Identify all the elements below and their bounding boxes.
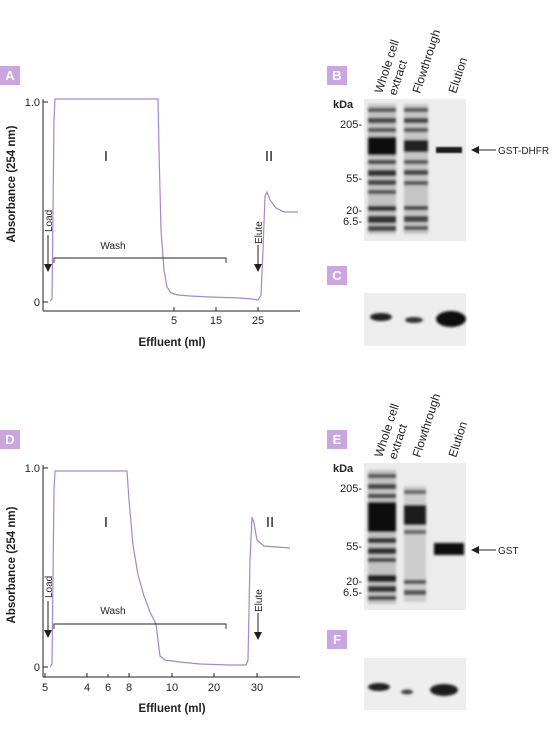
gel-top-kda-title: kDa xyxy=(333,99,354,111)
panel-d-xtick-label-e: 10 xyxy=(166,682,178,694)
panel-d-xtick-label-a: 5 xyxy=(42,682,48,694)
gel-top-lane1-bands xyxy=(368,104,396,234)
panel-d-elute-label: Elute xyxy=(254,589,265,612)
panel-d-ytick-label-1: 1.0 xyxy=(25,463,40,475)
panel-a-load-label: Load xyxy=(44,210,55,232)
panel-a-region-1: I xyxy=(104,148,108,165)
panel-c-label: C xyxy=(332,268,342,283)
panel-d: D Absorbance (254 nm) Effluent (ml) 1.0 … xyxy=(0,430,300,715)
panel-d-badge xyxy=(0,430,20,449)
gel-bottom-marker-205: 205- xyxy=(340,483,362,495)
gel-bottom-marker-6-5: 6.5- xyxy=(343,587,362,599)
gel-top-marker-6-5: 6.5- xyxy=(343,216,362,228)
panel-a-badge xyxy=(0,66,20,85)
panel-a-xlabel: Effluent (ml) xyxy=(138,337,205,349)
gel-top-lane2: Flowthrough xyxy=(410,28,444,95)
panel-d-xlabel: Effluent (ml) xyxy=(138,703,205,715)
panel-f-badge xyxy=(327,630,347,649)
gel-bottom-lane3: Elution xyxy=(446,420,471,459)
panel-a-xtick-label-25: 25 xyxy=(252,315,264,327)
gel-top-lane3-band xyxy=(436,147,462,153)
panel-a: A Absorbance (254 nm) Effluent (ml) 1.0 … xyxy=(0,66,300,349)
panel-f-label: F xyxy=(333,632,341,647)
panel-b-badge xyxy=(327,66,347,85)
panel-a-xtick-label-5: 5 xyxy=(171,315,177,327)
panel-d-label: D xyxy=(5,432,14,447)
gel-bottom-lane2: Flowthrough xyxy=(410,392,444,459)
panel-d-xtick-label-c: 6 xyxy=(105,682,111,694)
gel-bottom-marker-55: 55- xyxy=(346,541,362,553)
panel-d-xtick-label-g: 30 xyxy=(251,682,263,694)
gel-top-marker-20: 20- xyxy=(346,205,362,217)
gel-top-protein-label: GST-DHFR xyxy=(498,146,549,157)
panel-a-wash-bracket xyxy=(53,257,227,263)
panel-a-region-2: II xyxy=(265,148,273,165)
panel-d-wash-bracket xyxy=(53,623,227,629)
panel-d-xtick-label-d: 8 xyxy=(126,682,132,694)
gel-top-lane3: Elution xyxy=(446,56,471,95)
panel-a-ytick-label-0: 0 xyxy=(34,297,40,309)
panel-e-label: E xyxy=(333,432,342,447)
gel-bottom-marker-20: 20- xyxy=(346,576,362,588)
panel-a-ylabel: Absorbance (254 nm) xyxy=(6,125,18,242)
gel-bottom-protein-label: GST xyxy=(498,546,519,557)
blot-top-bands xyxy=(370,311,466,327)
panel-d-region-2: II xyxy=(266,514,274,531)
panel-d-load-label: Load xyxy=(44,576,55,598)
panel-c: C xyxy=(327,266,466,346)
panel-a-elute-label: Elute xyxy=(254,221,265,244)
panel-b-label: B xyxy=(332,68,341,83)
panel-a-xtick-label-15: 15 xyxy=(210,315,222,327)
panel-d-xtick-label-b: 4 xyxy=(84,682,90,694)
panel-e-badge xyxy=(327,430,347,449)
panel-e: E Whole cell extract Flowthrough Elution… xyxy=(327,392,519,610)
gel-bottom-lane2-bands xyxy=(404,486,426,602)
blot-bottom-bands xyxy=(368,683,458,696)
panel-a-wash-label: Wash xyxy=(100,241,125,252)
panel-c-badge xyxy=(327,266,347,285)
gel-bottom-kda-title: kDa xyxy=(333,463,354,475)
gel-top-lane2-bands xyxy=(404,104,428,234)
panel-d-trace xyxy=(49,470,291,668)
panel-d-region-1: I xyxy=(104,514,108,531)
panel-a-ytick-label-1: 1.0 xyxy=(25,97,40,109)
panel-f: F xyxy=(327,630,466,710)
panel-d-wash-label: Wash xyxy=(100,606,125,617)
panel-d-ytick-label-0: 0 xyxy=(34,662,40,674)
panel-d-ylabel: Absorbance (254 nm) xyxy=(6,506,18,623)
panel-d-xtick-label-f: 20 xyxy=(208,682,220,694)
gel-bottom-lane1-bands xyxy=(368,470,396,604)
panel-a-trace xyxy=(49,98,298,302)
gel-top-marker-205: 205- xyxy=(340,119,362,131)
panel-a-label: A xyxy=(5,68,15,83)
gel-bottom-lane3-band xyxy=(434,543,464,555)
gel-top-marker-55: 55- xyxy=(346,173,362,185)
panel-b: B Whole cell extract Flowthrough Elution… xyxy=(327,28,549,241)
